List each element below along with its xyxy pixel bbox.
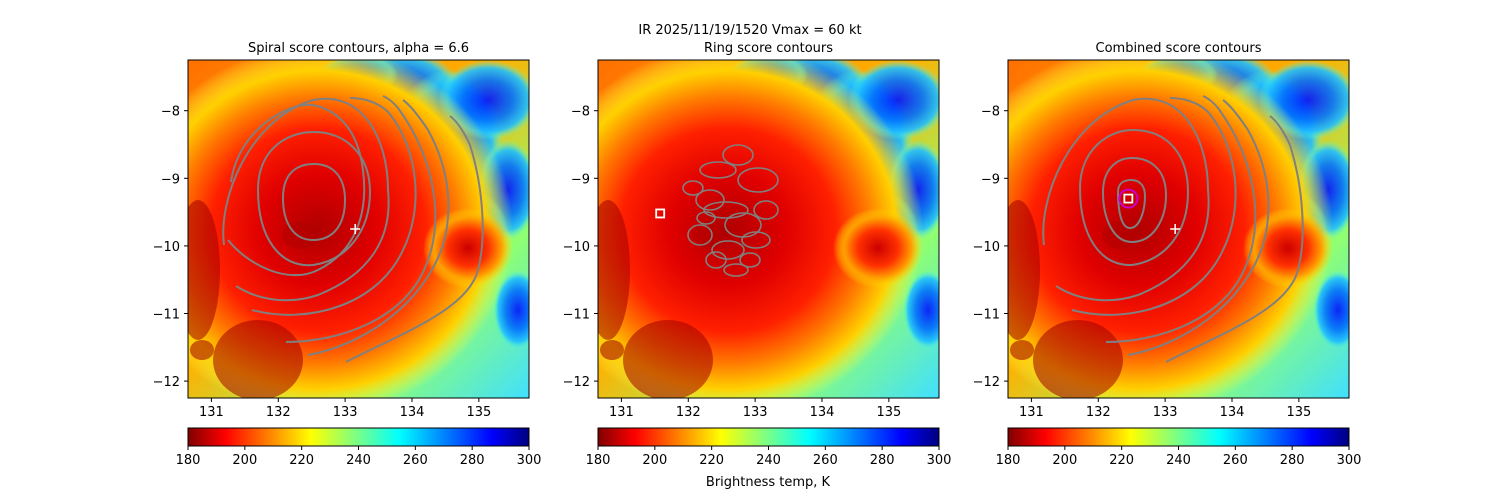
colorbar-tick-label: 240 <box>756 453 781 468</box>
colorbar-tick-label: 200 <box>1052 453 1077 468</box>
y-tick-label: −9 <box>981 172 1000 187</box>
axes-frame <box>597 59 940 399</box>
colorbar-bar <box>1007 427 1350 447</box>
x-tick-label: 134 <box>1220 405 1245 420</box>
colorbar-tick-label: 180 <box>176 453 201 468</box>
y-tick-label: −11 <box>153 308 180 323</box>
colorbar-tick-label: 280 <box>1280 453 1305 468</box>
colorbar-tick-label: 300 <box>517 453 542 468</box>
colorbar-tick-label: 300 <box>927 453 952 468</box>
x-tick-label: 133 <box>1153 405 1178 420</box>
panel-3: Combined score contours 131 132 133 134 135 −8… <box>973 41 1362 468</box>
colorbar-tick-label: 280 <box>870 453 895 468</box>
x-tick-label: 135 <box>1286 405 1311 420</box>
x-tick-label: 132 <box>1086 405 1111 420</box>
colorbar-tick-label: 280 <box>460 453 485 468</box>
colorbar-1: 180 200 220 240 260 280 300 <box>176 427 542 468</box>
colorbar-tick-label: 240 <box>1166 453 1191 468</box>
y-tick-label: −10 <box>153 240 180 255</box>
x-tick-label: 133 <box>743 405 768 420</box>
x-tick-label: 134 <box>400 405 425 420</box>
colorbar-tick-label: 240 <box>346 453 371 468</box>
y-tick-label: −10 <box>563 240 590 255</box>
panel-title: Spiral score contours, alpha = 6.6 <box>248 41 469 56</box>
y-tick-label: −8 <box>981 105 1000 120</box>
x-tick-label: 135 <box>876 405 901 420</box>
colorbar-tick-label: 260 <box>813 453 838 468</box>
colorbar-tick-label: 200 <box>642 453 667 468</box>
colorbar-tick-label: 220 <box>699 453 724 468</box>
panel-1: Spiral score contours, alpha = 6.6 131 132… <box>153 41 542 468</box>
storm-center-marker <box>350 224 361 234</box>
panel-2: Ring score contours 131 132 133 134 135 −8 −9 −1… <box>563 41 952 468</box>
y-tick-label: −9 <box>161 172 180 187</box>
colorbar-tick-label: 220 <box>289 453 314 468</box>
y-tick-label: −11 <box>563 308 590 323</box>
y-tick-label: −12 <box>973 375 1000 390</box>
colorbar-bar <box>597 427 940 447</box>
y-tick-label: −12 <box>153 375 180 390</box>
ir-image-1 <box>188 60 529 398</box>
x-tick-label: 132 <box>266 405 291 420</box>
y-tick-label: −10 <box>973 240 1000 255</box>
y-tick-label: −9 <box>571 172 590 187</box>
colorbar-3: 180 200 220 240 260 280 300 <box>996 427 1362 468</box>
colorbar-tick-label: 260 <box>1223 453 1248 468</box>
x-tick-label: 134 <box>810 405 835 420</box>
contours-2 <box>682 144 779 277</box>
axes-frame <box>187 59 530 399</box>
y-tick-label: −12 <box>563 375 590 390</box>
colorbar-tick-label: 300 <box>1337 453 1362 468</box>
y-tick-label: −8 <box>571 105 590 120</box>
ir-image-3 <box>1008 60 1349 398</box>
colorbar-2: 180 200 220 240 260 280 300 <box>586 427 952 468</box>
x-tick-label: 133 <box>333 405 358 420</box>
best-combined-marker <box>1123 193 1134 204</box>
ir-image-2 <box>598 60 939 398</box>
x-tick-label: 131 <box>199 405 224 420</box>
x-tick-label: 131 <box>609 405 634 420</box>
colorbar-tick-label: 200 <box>232 453 257 468</box>
best-ring-marker <box>655 208 666 219</box>
colorbar-bar <box>187 427 530 447</box>
best-combined-circle <box>1118 188 1139 209</box>
contours-3 <box>1042 95 1304 363</box>
y-tick-label: −8 <box>161 105 180 120</box>
colorbar-tick-label: 260 <box>403 453 428 468</box>
panel-title: Ring score contours <box>704 41 833 56</box>
colorbar-tick-label: 180 <box>586 453 611 468</box>
colorbar-tick-label: 180 <box>996 453 1021 468</box>
storm-center-marker <box>1170 224 1181 234</box>
x-tick-label: 132 <box>676 405 701 420</box>
x-tick-label: 135 <box>466 405 491 420</box>
contours-1 <box>222 95 484 363</box>
y-tick-label: −11 <box>973 308 1000 323</box>
axes-frame <box>1007 59 1350 399</box>
x-tick-label: 131 <box>1019 405 1044 420</box>
figure-suptitle: IR 2025/11/19/1520 Vmax = 60 kt <box>638 23 862 38</box>
colorbar-label: Brightness temp, K <box>706 475 831 490</box>
colorbar-tick-label: 220 <box>1109 453 1134 468</box>
panel-title: Combined score contours <box>1096 41 1262 56</box>
